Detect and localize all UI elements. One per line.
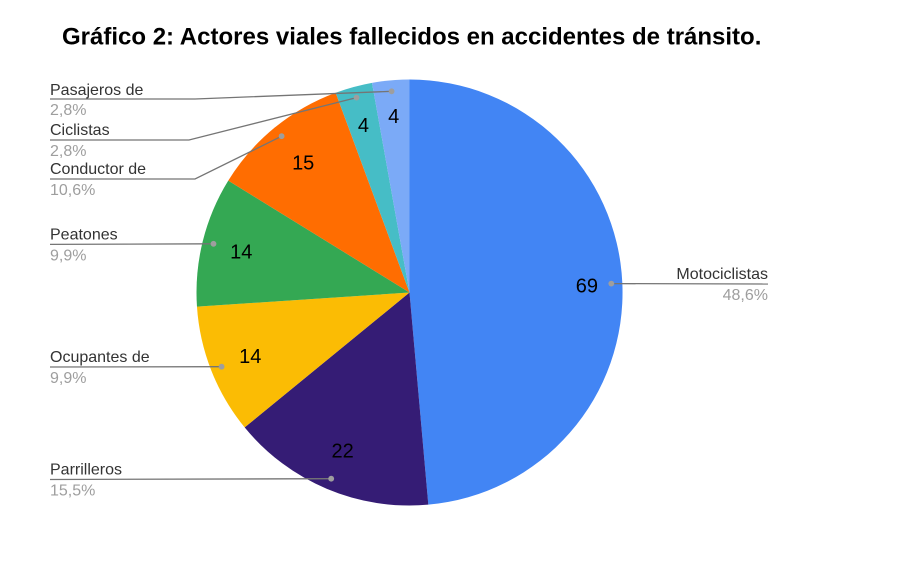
svg-text:15: 15 [292, 152, 314, 174]
svg-text:Peatones: Peatones [50, 226, 118, 243]
svg-text:9,9%: 9,9% [50, 370, 86, 387]
svg-text:Parrilleros: Parrilleros [50, 462, 122, 479]
svg-text:48,6%: 48,6% [723, 287, 768, 304]
svg-text:Ocupantes de: Ocupantes de [50, 349, 150, 366]
svg-text:10,6%: 10,6% [50, 182, 95, 199]
svg-text:14: 14 [230, 241, 252, 263]
svg-text:22: 22 [331, 441, 353, 463]
svg-text:2,8%: 2,8% [50, 143, 86, 160]
svg-text:Gráfico 2: Actores viales fall: Gráfico 2: Actores viales fallecidos en … [62, 24, 761, 51]
svg-text:2,8%: 2,8% [50, 102, 86, 119]
svg-text:14: 14 [239, 346, 261, 368]
svg-text:4: 4 [358, 115, 369, 137]
svg-text:69: 69 [576, 276, 598, 298]
svg-text:Pasajeros de: Pasajeros de [50, 82, 143, 99]
svg-text:9,9%: 9,9% [50, 247, 86, 264]
svg-text:4: 4 [388, 106, 399, 128]
svg-text:Motociclistas: Motociclistas [676, 266, 768, 283]
svg-text:Ciclistas: Ciclistas [50, 122, 110, 139]
svg-text:15,5%: 15,5% [50, 483, 95, 500]
svg-text:Conductor de: Conductor de [50, 161, 146, 178]
